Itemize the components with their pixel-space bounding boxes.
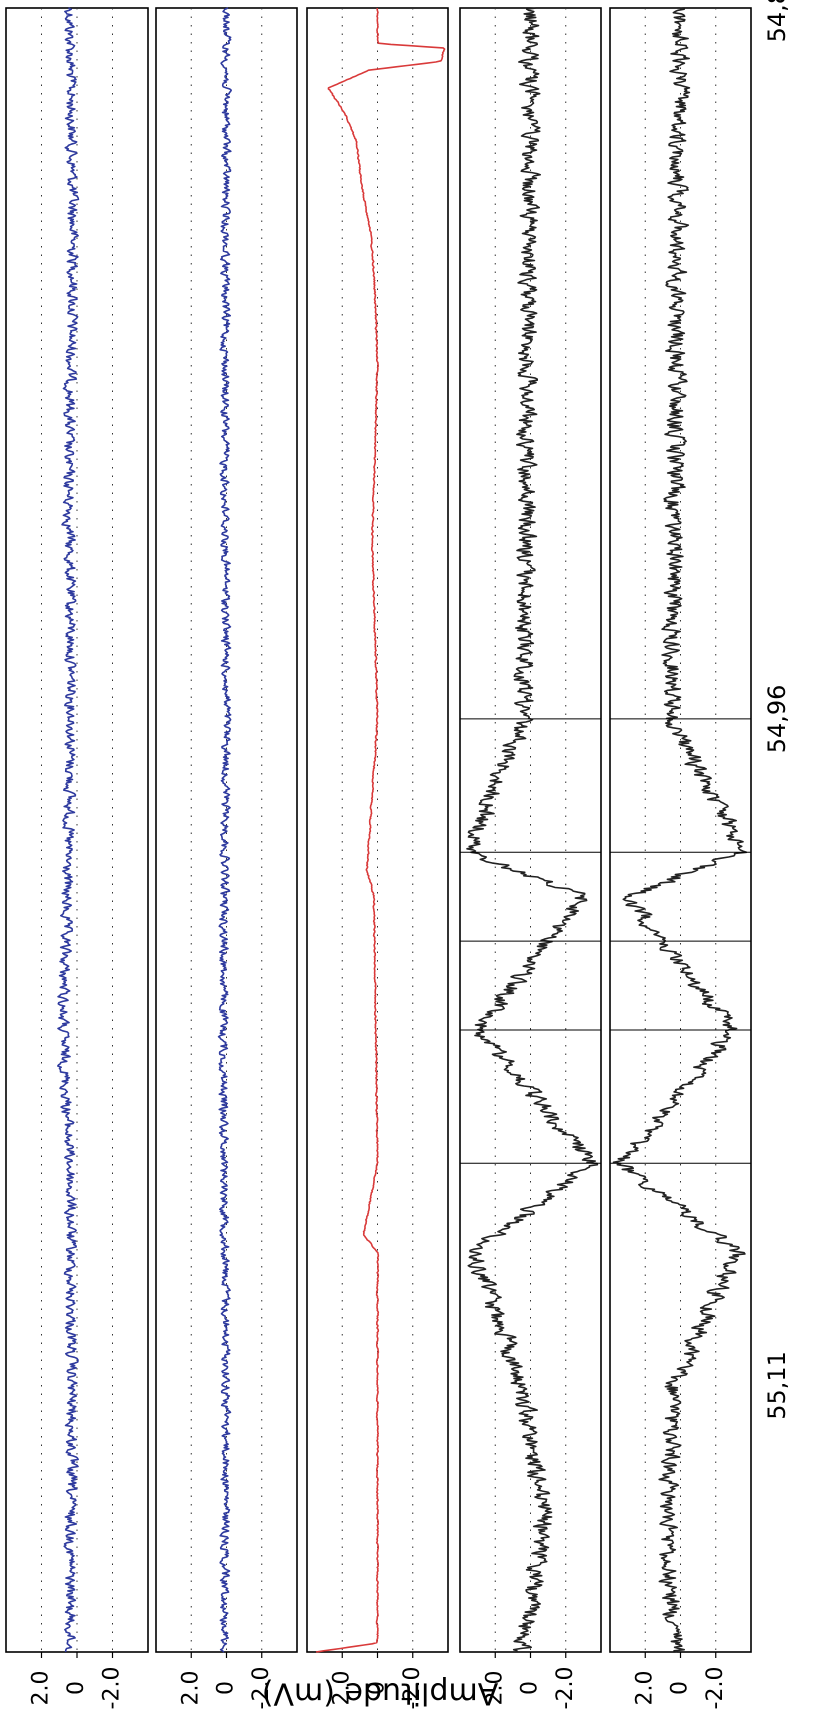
y-tick-label: 2.0 [329,1671,354,1706]
panel-2: 2.0 0 -2.0 [155,7,298,1710]
y-tick-label: 0 [668,1681,693,1695]
y-tick-label: -2.0 [703,1667,728,1710]
panel-3: 2.0 0 -2.0 [306,7,449,1710]
x-tick-label: 54,80 [763,0,791,42]
y-tick-label: -2.0 [249,1667,274,1710]
y-tick-label: -2.0 [100,1667,125,1710]
y-tick-label: -2.0 [553,1667,578,1710]
panel-4: 2.0 0 -2.0 [459,7,602,1710]
x-tick-label: 55,11 [763,1351,791,1420]
series-line-5 [612,7,748,1653]
series-line-2 [217,7,232,1653]
y-tick-label: 0 [64,1681,89,1695]
y-tick-label: 0 [214,1681,239,1695]
y-tick-label: 2.0 [29,1671,54,1706]
series-line-4 [466,7,599,1653]
panel-5: 2.0 0 -2.0 [609,7,752,1710]
y-tick-label: 2.0 [632,1671,657,1706]
y-tick-label: 0 [518,1681,543,1695]
y-tick-label: 2.0 [482,1671,507,1706]
series-line-1 [56,7,80,1653]
y-tick-label: -2.0 [400,1667,425,1710]
series-line-3 [315,7,446,1653]
panel-1: 2.0 0 -2.0 [5,7,149,1710]
y-tick-label: 0 [365,1681,390,1695]
y-tick-label: 2.0 [178,1671,203,1706]
y-axis-title: Amplitude (mV) [262,1676,498,1711]
x-tick-label: 54,96 [763,685,791,754]
